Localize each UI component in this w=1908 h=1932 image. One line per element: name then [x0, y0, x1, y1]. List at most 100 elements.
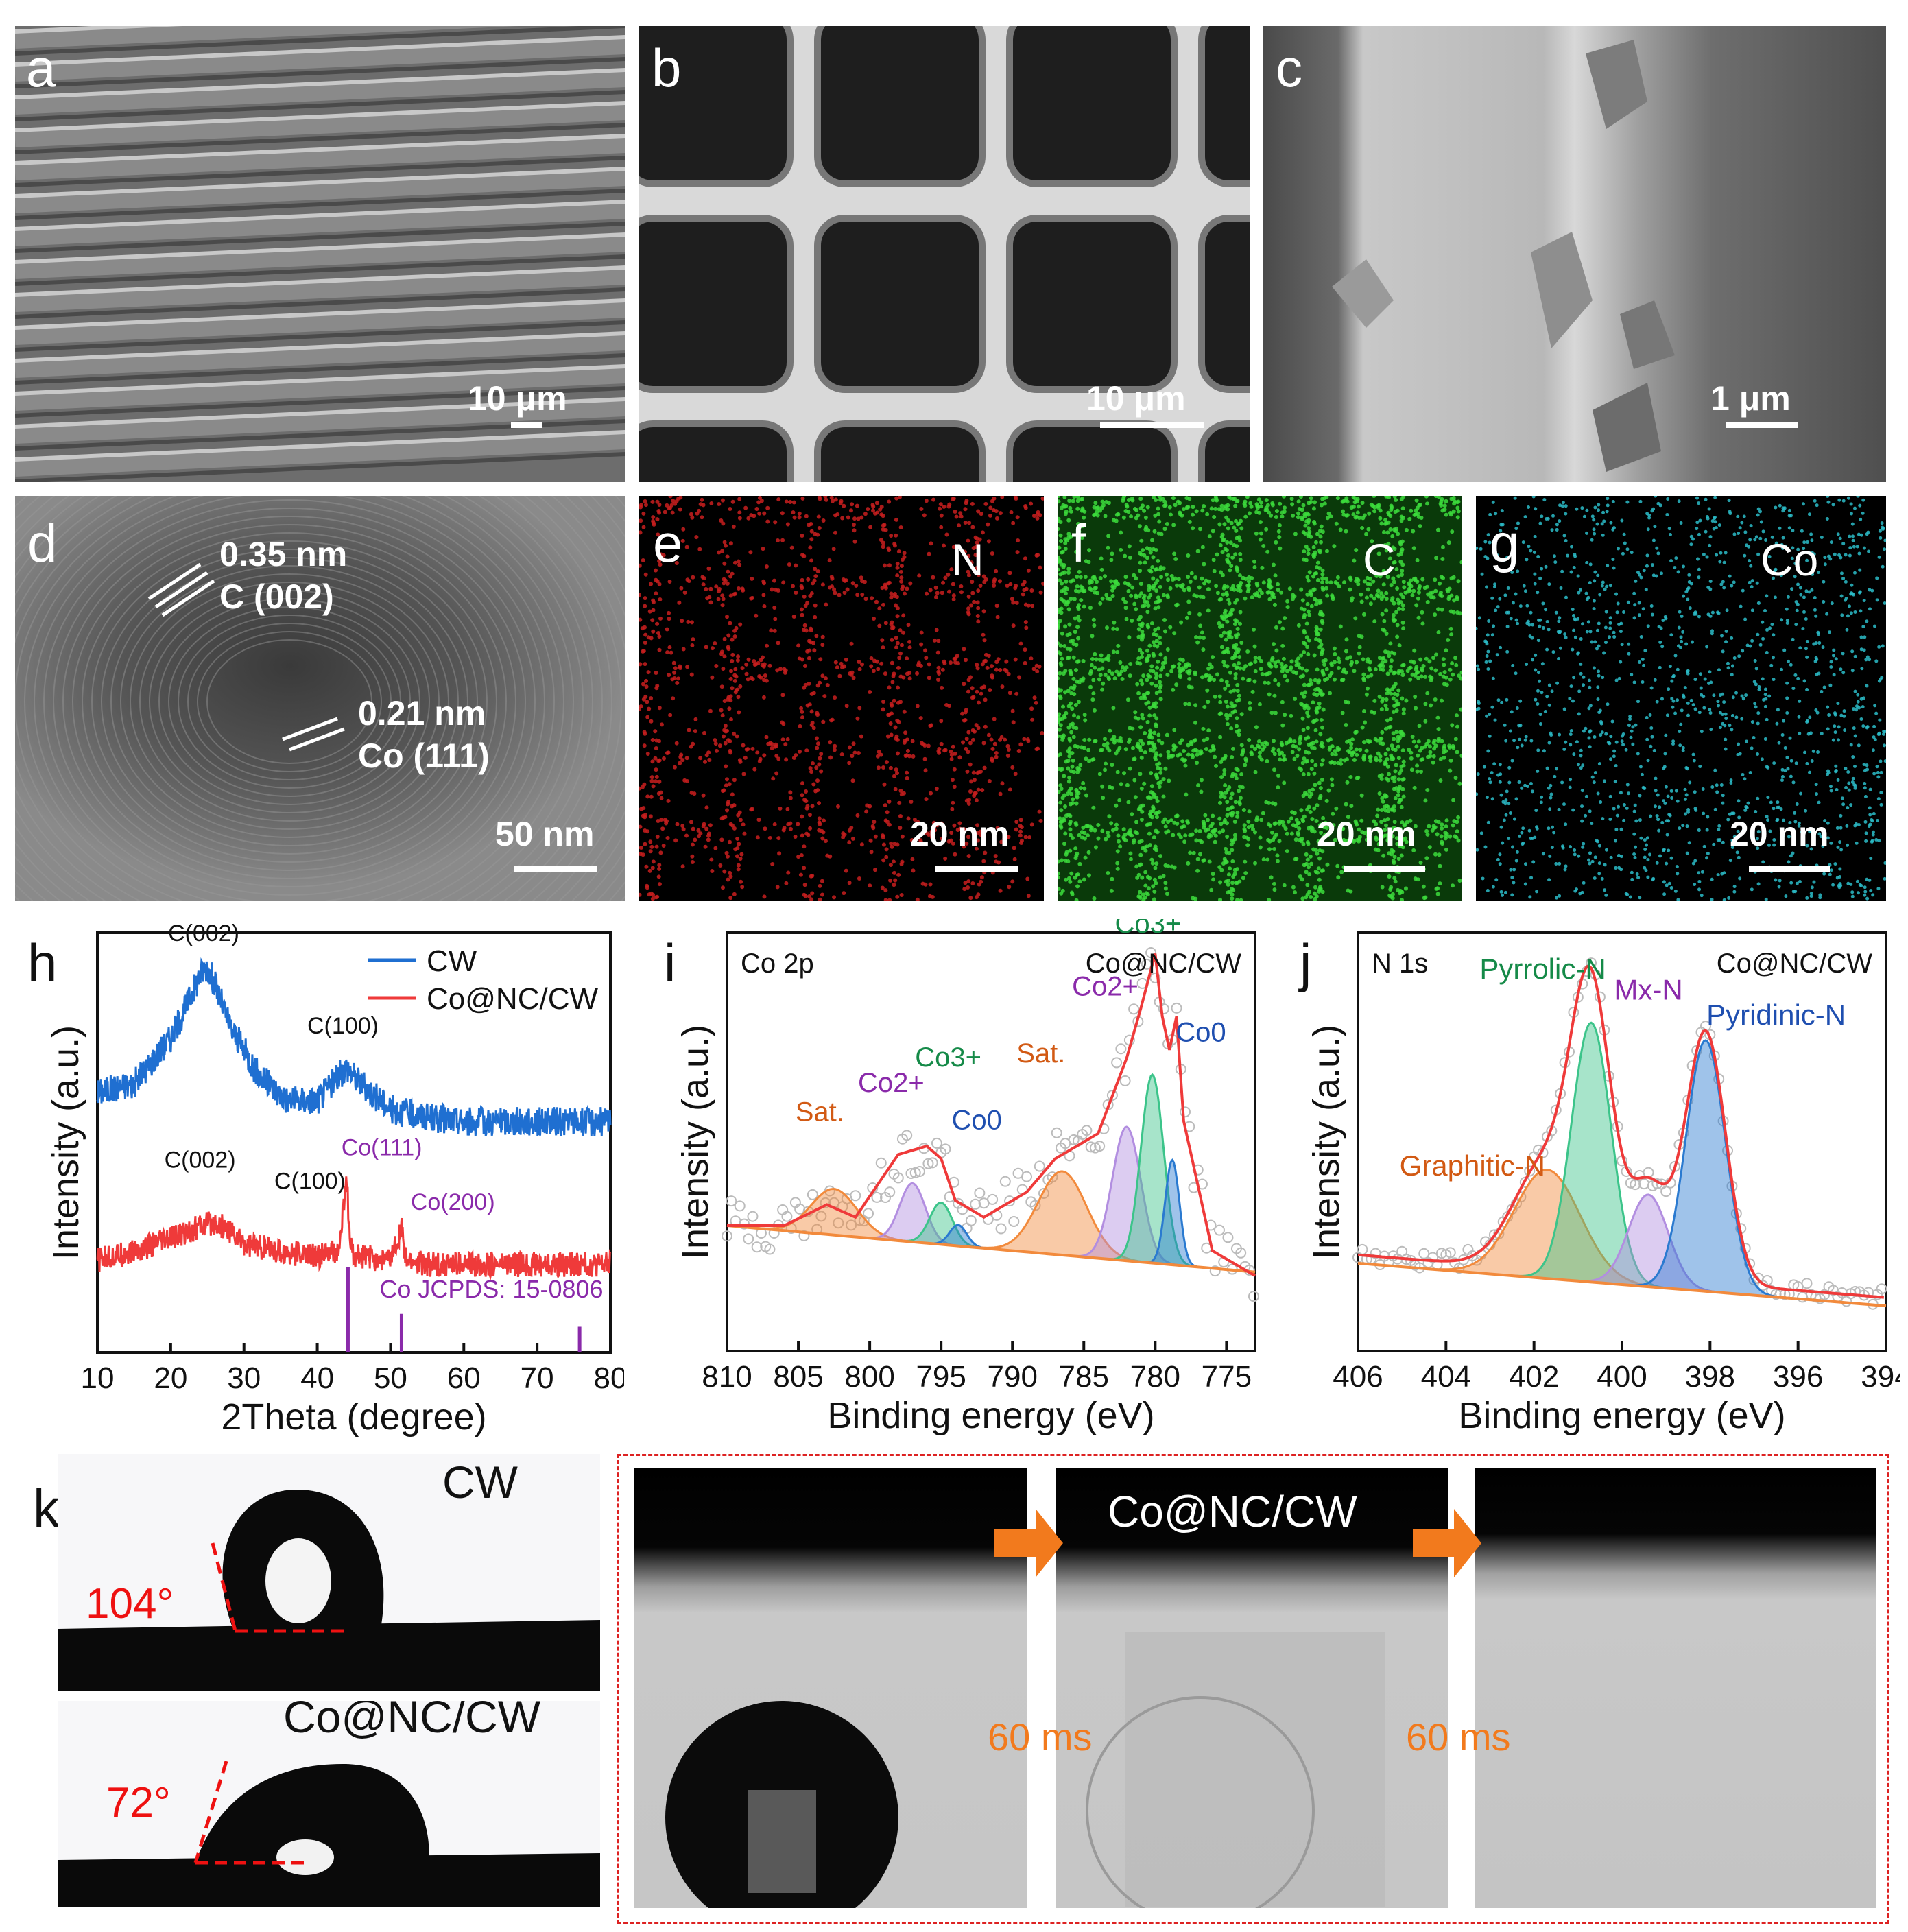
j-peak-label-3: Pyridinic-N	[1706, 999, 1846, 1031]
j-raw-point	[1876, 1283, 1887, 1295]
j-xtick-label-1: 404	[1421, 1360, 1471, 1394]
panel-j-label: j	[1300, 933, 1312, 993]
i-peak-label-1: Co2+	[858, 1068, 925, 1098]
h-annotation-4: Co(111)	[342, 1134, 422, 1160]
i-peak-6	[1106, 1073, 1199, 1268]
panel-h-label: h	[27, 933, 58, 993]
i-raw-point	[1111, 1057, 1123, 1069]
h-legend-label-1: Co@NC/CW	[427, 982, 598, 1016]
i-xtick-label-1: 805	[773, 1360, 823, 1394]
panel-f-label: f	[1071, 513, 1086, 573]
i-raw-point	[974, 1187, 986, 1199]
i-xtick-label-6: 780	[1130, 1360, 1180, 1394]
j-xtick-label-5: 396	[1773, 1360, 1823, 1394]
j-raw-point	[1435, 1248, 1447, 1259]
panel-d-scale-text: 50 nm	[495, 815, 595, 853]
panel-c-label: c	[1276, 38, 1302, 98]
panel-e-element: N	[951, 534, 984, 585]
h-annotation-2: C(002)	[165, 1147, 236, 1173]
i-raw-point	[1004, 1195, 1016, 1207]
j-xlabel: Binding energy (eV)	[1458, 1395, 1785, 1436]
panel-l-arrow1-icon	[994, 1509, 1063, 1577]
i-peak-label-7: Co0	[1176, 1018, 1226, 1048]
panel-l-frame2-drop	[1056, 1468, 1448, 1908]
panel-j-xps-n1s-chart: 406 404 402 400 398 396 394 Binding energy (eV)…	[1306, 931, 1900, 1436]
i-raw-point	[1209, 1265, 1221, 1277]
i-xtick-label-0: 810	[702, 1360, 752, 1394]
i-raw-point	[965, 1215, 977, 1226]
i-ylabel: Intensity (a.u.)	[675, 1025, 716, 1259]
i-title-right: Co@NC/CW	[1086, 949, 1242, 979]
i-peak-label-0: Sat.	[796, 1097, 844, 1128]
i-title-left: Co 2p	[741, 949, 814, 979]
i-raw-point	[726, 1195, 737, 1207]
i-raw-point	[1145, 947, 1157, 959]
panel-e-label: e	[653, 513, 683, 573]
i-raw-point	[1213, 1224, 1225, 1236]
i-raw-point	[734, 1200, 746, 1212]
h-xtick-label-5: 60	[447, 1361, 481, 1395]
panel-l-sample-title: Co@NC/CW	[1108, 1487, 1357, 1536]
i-raw-point	[999, 1176, 1011, 1187]
j-raw-point	[1630, 1179, 1641, 1191]
i-peak-label-6: Co3+	[1115, 919, 1182, 939]
j-xtick-label-2: 402	[1509, 1360, 1559, 1394]
panel-e-eds-map-n: e N 20 nm	[639, 496, 1044, 901]
i-raw-point	[850, 1190, 861, 1202]
j-peak-label-0: Graphitic-N	[1400, 1149, 1545, 1182]
i-peak-label-5: Co2+	[1072, 972, 1138, 1002]
i-raw-point	[1081, 1125, 1093, 1136]
panel-f-element: C	[1363, 534, 1396, 585]
i-raw-point	[1115, 1043, 1127, 1055]
j-title-left: N 1s	[1372, 949, 1428, 979]
i-raw-point	[1158, 1003, 1169, 1014]
i-raw-point	[1008, 1215, 1020, 1227]
i-raw-point	[846, 1219, 857, 1231]
panel-d-label: d	[27, 513, 58, 573]
i-raw-point	[815, 1211, 827, 1222]
panel-d-fringe1-spacing: 0.35 nm	[219, 535, 348, 573]
h-series-cw-line	[96, 957, 612, 1136]
panel-d-fringe2-plane: Co (111)	[358, 737, 490, 775]
i-raw-point	[922, 1158, 934, 1169]
i-raw-point	[1094, 1141, 1106, 1152]
panel-k-cw-angle: 104°	[86, 1580, 174, 1627]
i-peak-label-2: Co3+	[915, 1042, 981, 1073]
i-raw-point	[1051, 1127, 1062, 1138]
panel-k-conc-drop-photo: Co@NC/CW 72°	[58, 1701, 600, 1907]
i-envelope	[727, 953, 1256, 1277]
panel-l-frame3-surface	[1475, 1468, 1876, 1908]
h-series-conc-line	[96, 1176, 612, 1281]
i-raw-point	[798, 1230, 810, 1241]
i-raw-point	[820, 1197, 831, 1208]
i-peak-5	[1069, 1125, 1184, 1267]
i-raw-point	[1068, 1134, 1080, 1145]
panel-c-sem-image: c 1 μm	[1263, 26, 1886, 482]
i-raw-point	[1248, 1291, 1259, 1302]
panel-c-scale-bar	[1726, 422, 1798, 428]
i-xtick-label-2: 800	[844, 1360, 894, 1394]
i-raw-point	[901, 1130, 913, 1141]
panel-f-scale-text: 20 nm	[1317, 815, 1416, 853]
j-peak-3	[1625, 1039, 1785, 1299]
panel-g-scale-bar	[1749, 866, 1830, 872]
h-ylabel: Intensity (a.u.)	[45, 1025, 86, 1260]
i-raw-point	[1180, 1106, 1191, 1118]
j-xtick-label-6: 394	[1861, 1360, 1900, 1394]
panel-k-conc-drop	[58, 1761, 600, 1907]
i-raw-point	[743, 1233, 754, 1245]
i-raw-point	[1128, 1003, 1140, 1015]
i-raw-point	[1222, 1232, 1234, 1243]
panel-d-fringe2-spacing: 0.21 nm	[358, 694, 486, 732]
h-xtick-label-0: 10	[81, 1361, 115, 1395]
h-annotation-5: Co(200)	[411, 1189, 495, 1215]
panel-e-scale-text: 20 nm	[910, 815, 1010, 853]
panel-l-frame	[617, 1454, 1889, 1924]
h-xtick-label-6: 70	[521, 1361, 554, 1395]
i-raw-point	[871, 1191, 883, 1203]
panel-a-sem-image: a 10 μm	[15, 26, 625, 482]
j-envelope	[1357, 964, 1884, 1299]
j-raw-point	[1660, 1186, 1672, 1197]
h-xtick-label-3: 40	[300, 1361, 334, 1395]
i-raw-point	[940, 1143, 951, 1155]
